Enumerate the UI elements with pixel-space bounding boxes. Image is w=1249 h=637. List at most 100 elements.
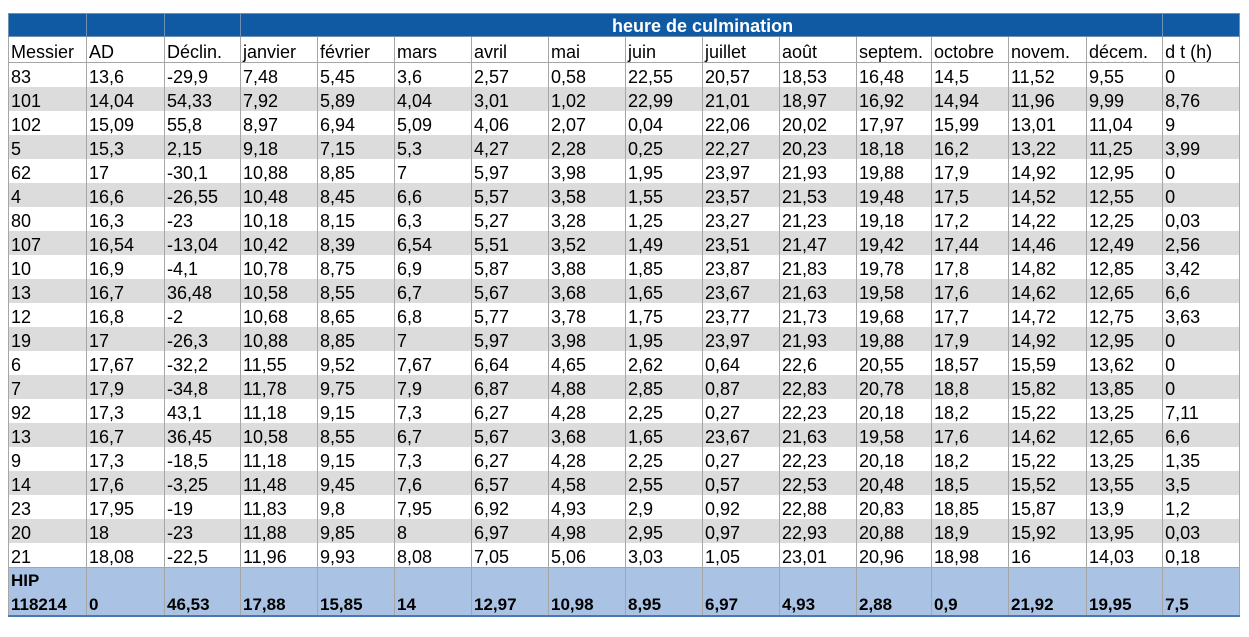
cell-mai[interactable]: 3,52 (548, 231, 626, 255)
cell-ad[interactable]: 17,3 (86, 399, 165, 423)
cell-declin[interactable]: -26,55 (164, 183, 241, 207)
cell-fevrier[interactable]: 9,8 (317, 495, 395, 519)
cell-juillet[interactable]: 23,57 (702, 183, 780, 207)
cell-juillet[interactable]: 23,97 (702, 159, 780, 183)
cell-ad[interactable]: 16,9 (86, 255, 165, 279)
cell-avril[interactable]: 6,27 (471, 399, 549, 423)
cell-messier[interactable]: 4 (8, 183, 87, 207)
cell-janvier[interactable]: 11,96 (240, 543, 318, 568)
cell-mars[interactable]: 7 (394, 159, 472, 183)
col-header-juin[interactable]: juin (625, 36, 703, 63)
cell-novem[interactable]: 15,52 (1008, 471, 1087, 495)
hip-blank-cell[interactable] (779, 567, 857, 591)
cell-decem[interactable]: 12,65 (1085, 279, 1164, 303)
cell-mars[interactable]: 8,08 (394, 543, 472, 568)
cell-juillet[interactable]: 23,87 (702, 255, 780, 279)
cell-declin[interactable]: -23 (164, 519, 241, 543)
col-header-ad[interactable]: AD (86, 36, 165, 63)
hip-blank-cell[interactable] (548, 567, 626, 591)
cell-messier[interactable]: 92 (8, 399, 87, 423)
cell-mars[interactable]: 7 (394, 327, 472, 351)
cell-messier[interactable]: 83 (8, 62, 87, 87)
cell-ad[interactable]: 17,9 (86, 375, 165, 399)
cell-juillet[interactable]: 23,67 (702, 279, 780, 303)
cell-octobre[interactable]: 16,2 (931, 135, 1009, 159)
cell-juin[interactable]: 2,55 (625, 471, 703, 495)
cell-janvier[interactable]: 10,78 (240, 255, 318, 279)
cell-decem[interactable]: 11,25 (1085, 135, 1164, 159)
cell-septem[interactable]: 19,18 (856, 207, 932, 231)
cell-mars[interactable]: 7,3 (394, 399, 472, 423)
cell-messier[interactable]: 107 (8, 231, 87, 255)
cell-declin[interactable]: -32,2 (164, 351, 241, 375)
cell-d-t-h[interactable]: 2,56 (1162, 231, 1241, 255)
cell-ad[interactable]: 15,3 (86, 135, 165, 159)
cell-d-t-h[interactable]: 0 (1162, 327, 1241, 351)
cell-avril[interactable]: 5,67 (471, 423, 549, 447)
cell-septem[interactable]: 20,48 (856, 471, 932, 495)
cell-octobre[interactable]: 18,9 (931, 519, 1009, 543)
cell-aout[interactable]: 21,93 (779, 159, 857, 183)
cell-mai[interactable]: 3,98 (548, 159, 626, 183)
cell-mars[interactable]: 7,95 (394, 495, 472, 519)
col-header-d-t-h[interactable]: d t (h) (1162, 36, 1241, 63)
col-header-aout[interactable]: août (779, 36, 857, 63)
cell-messier[interactable]: 101 (8, 87, 87, 111)
cell-mars[interactable]: 6,9 (394, 255, 472, 279)
cell-aout[interactable]: 21,23 (779, 207, 857, 231)
cell-mars[interactable]: 3,6 (394, 62, 472, 87)
cell-mai[interactable]: 2,28 (548, 135, 626, 159)
col-header-novem[interactable]: novem. (1008, 36, 1087, 63)
cell-juin[interactable]: 1,95 (625, 159, 703, 183)
cell-fevrier[interactable]: 7,15 (317, 135, 395, 159)
cell-declin[interactable]: -22,5 (164, 543, 241, 568)
cell-novem[interactable]: 15,82 (1008, 375, 1087, 399)
cell-fevrier[interactable]: 8,15 (317, 207, 395, 231)
cell-septem[interactable]: 20,55 (856, 351, 932, 375)
cell-fevrier[interactable]: 8,65 (317, 303, 395, 327)
cell-decem[interactable]: 12,55 (1085, 183, 1164, 207)
col-header-decem[interactable]: décem. (1085, 36, 1164, 63)
cell-mai[interactable]: 3,68 (548, 279, 626, 303)
cell-septem[interactable]: 19,58 (856, 279, 932, 303)
cell-novem[interactable]: 13,01 (1008, 111, 1087, 135)
cell-d-t-h[interactable]: 3,63 (1162, 303, 1241, 327)
cell-octobre[interactable]: 14,5 (931, 62, 1009, 87)
cell-juillet[interactable]: 22,06 (702, 111, 780, 135)
hip-blank-cell[interactable] (856, 567, 932, 591)
cell-octobre[interactable]: 18,57 (931, 351, 1009, 375)
cell-novem[interactable]: 15,22 (1008, 399, 1087, 423)
cell-ad[interactable]: 14,04 (86, 87, 165, 111)
cell-juillet[interactable]: 22,27 (702, 135, 780, 159)
cell-novem[interactable]: 16 (1008, 543, 1087, 568)
cell-decem[interactable]: 13,55 (1085, 471, 1164, 495)
title-blank-cell[interactable] (86, 13, 165, 37)
cell-septem[interactable]: 19,58 (856, 423, 932, 447)
cell-novem[interactable]: 14,62 (1008, 279, 1087, 303)
cell-avril[interactable]: 6,64 (471, 351, 549, 375)
hip-cell-novem[interactable]: 21,92 (1008, 591, 1087, 617)
cell-aout[interactable]: 22,93 (779, 519, 857, 543)
cell-juin[interactable]: 1,85 (625, 255, 703, 279)
cell-mai[interactable]: 0,58 (548, 62, 626, 87)
cell-avril[interactable]: 5,67 (471, 279, 549, 303)
cell-juin[interactable]: 0,25 (625, 135, 703, 159)
cell-mai[interactable]: 4,28 (548, 447, 626, 471)
cell-octobre[interactable]: 17,6 (931, 423, 1009, 447)
cell-mai[interactable]: 3,98 (548, 327, 626, 351)
cell-decem[interactable]: 12,95 (1085, 159, 1164, 183)
cell-avril[interactable]: 2,57 (471, 62, 549, 87)
cell-juillet[interactable]: 0,27 (702, 447, 780, 471)
hip-cell-messier[interactable]: 118214 (8, 591, 87, 617)
cell-declin[interactable]: 54,33 (164, 87, 241, 111)
cell-fevrier[interactable]: 8,39 (317, 231, 395, 255)
cell-juin[interactable]: 0,04 (625, 111, 703, 135)
cell-avril[interactable]: 5,77 (471, 303, 549, 327)
cell-juin[interactable]: 2,25 (625, 447, 703, 471)
cell-janvier[interactable]: 11,78 (240, 375, 318, 399)
hip-label[interactable]: HIP (8, 567, 87, 591)
cell-ad[interactable]: 18,08 (86, 543, 165, 568)
cell-declin[interactable]: -18,5 (164, 447, 241, 471)
cell-decem[interactable]: 12,49 (1085, 231, 1164, 255)
cell-janvier[interactable]: 10,88 (240, 159, 318, 183)
